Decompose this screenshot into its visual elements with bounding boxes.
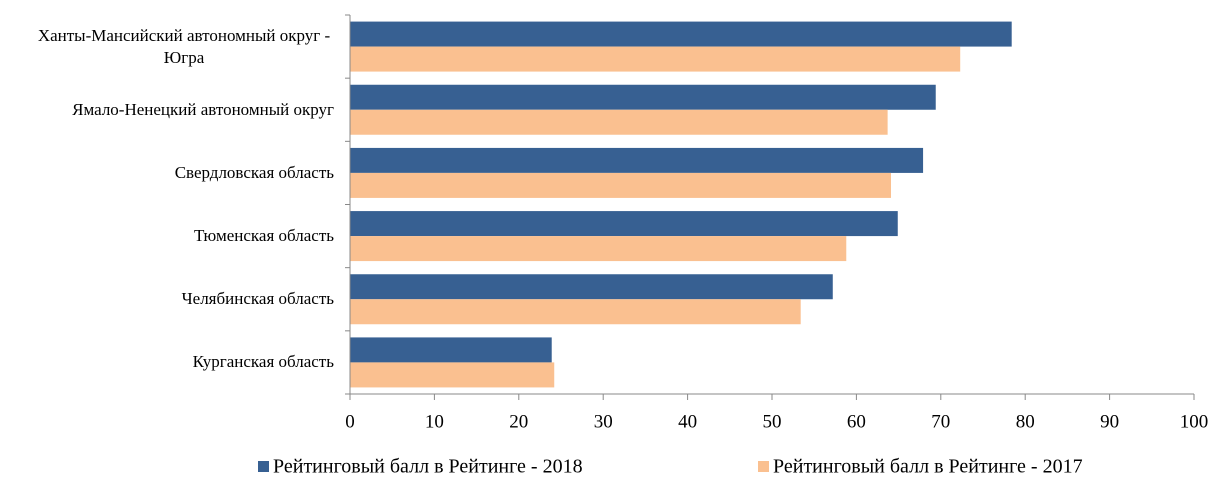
- bar: [350, 274, 833, 300]
- x-tick-label: 10: [425, 411, 444, 432]
- bar: [350, 46, 961, 72]
- legend-label: Рейтинговый балл в Рейтинге - 2017: [773, 456, 1083, 478]
- x-tick-label: 20: [509, 411, 528, 432]
- x-tick-label: 60: [847, 411, 866, 432]
- y-tick-label: Челябинская область: [181, 289, 334, 309]
- category-label-box: Ханты-Мансийский автономный округ - Югра: [34, 15, 334, 78]
- bar: [350, 299, 801, 325]
- legend-label: Рейтинговый балл в Рейтинге - 2018: [273, 456, 583, 478]
- x-tick-label: 90: [1100, 411, 1119, 432]
- category-label-box: Тюменская область: [194, 205, 334, 268]
- category-label-box: Челябинская область: [182, 268, 334, 331]
- legend-swatch: [758, 461, 769, 472]
- x-tick-label: 70: [931, 411, 950, 432]
- bar: [350, 147, 924, 173]
- bar: [350, 21, 1012, 47]
- y-tick-label: Свердловская область: [174, 162, 334, 182]
- y-tick-label: Курганская область: [192, 352, 334, 372]
- category-label-box: Ямало-Ненецкий автономный округ: [72, 78, 334, 141]
- x-tick-label: 80: [1016, 411, 1035, 432]
- x-tick-label: 50: [763, 411, 782, 432]
- bar: [350, 109, 888, 135]
- y-tick-label: Ханты-Мансийский автономный округ - Югра: [37, 25, 331, 67]
- bar: [350, 337, 552, 363]
- legend-swatch: [258, 461, 269, 472]
- category-label-box: Свердловская область: [175, 141, 334, 204]
- y-tick-label: Тюменская область: [193, 226, 334, 245]
- x-tick-label: 100: [1180, 411, 1209, 432]
- x-tick-label: 40: [678, 411, 697, 432]
- bar: [350, 211, 898, 237]
- y-tick-label: Ямало-Ненецкий автономный округ: [72, 99, 334, 119]
- bar: [350, 236, 847, 262]
- category-label-box: Курганская область: [193, 331, 334, 394]
- bar: [350, 172, 892, 198]
- x-tick-label: 30: [594, 411, 613, 432]
- bar: [350, 362, 555, 388]
- x-tick-label: 0: [345, 411, 355, 432]
- bar: [350, 84, 936, 110]
